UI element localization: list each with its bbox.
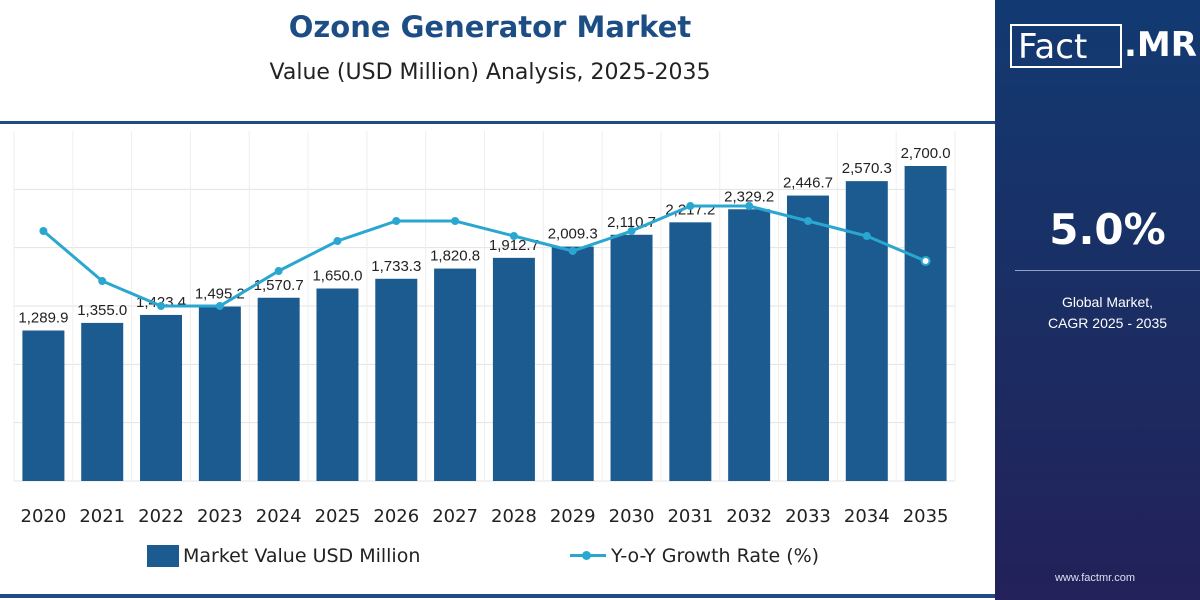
- growth-point: [333, 237, 342, 245]
- growth-point: [920, 256, 931, 266]
- growth-point: [451, 217, 460, 225]
- bar: [198, 306, 241, 481]
- growth-point: [215, 302, 224, 310]
- x-tick-label: 2032: [726, 506, 772, 527]
- factmr-logo: Fact .MR: [1010, 24, 1200, 72]
- x-tick-label: 2021: [79, 506, 125, 527]
- bar-value-label: 1,355.0: [77, 302, 127, 319]
- chart-title: Ozone Generator Market: [288, 10, 692, 44]
- bar-value-label: 2,700.0: [901, 145, 951, 162]
- x-tick-label: 2026: [373, 506, 419, 527]
- cagr-divider: [1015, 270, 1200, 271]
- legend-line-marker: [582, 551, 591, 560]
- x-tick-label: 2030: [609, 506, 655, 527]
- growth-point: [568, 247, 577, 255]
- x-tick-label: 2031: [667, 506, 713, 527]
- x-tick-label: 2029: [550, 506, 596, 527]
- bar: [81, 322, 124, 481]
- cagr-value: 5.0%: [1049, 205, 1166, 254]
- cagr-label-line2: CAGR 2025 - 2035: [1047, 315, 1168, 331]
- growth-point: [803, 217, 812, 225]
- growth-point: [509, 232, 518, 240]
- bar: [669, 222, 712, 481]
- x-tick-label: 2033: [785, 506, 831, 527]
- bar-value-label: 2,329.2: [724, 188, 774, 205]
- legend-bar-label: Market Value USD Million: [183, 545, 421, 567]
- growth-line: [42, 204, 927, 308]
- bar: [728, 209, 771, 481]
- x-tick-label: 2023: [197, 506, 243, 527]
- bar: [257, 297, 300, 481]
- cagr-label: Global Market, CAGR 2025 - 2035: [995, 292, 1200, 334]
- logo-mr-text: .MR: [1124, 25, 1197, 65]
- bar-value-label: 1,820.8: [430, 248, 480, 265]
- x-tick-label: 2024: [256, 506, 302, 527]
- bar: [492, 257, 535, 481]
- x-tick-label: 2022: [138, 506, 184, 527]
- bar: [610, 234, 653, 481]
- bar: [434, 268, 477, 481]
- bar: [845, 181, 888, 482]
- header-divider: [0, 121, 995, 124]
- logo-fact-text: Fact: [1018, 27, 1088, 67]
- legend-line-label: Y-o-Y Growth Rate (%): [611, 545, 820, 567]
- bar: [786, 195, 829, 481]
- bar: [22, 330, 65, 481]
- chart-subtitle: Value (USD Million) Analysis, 2025-2035: [269, 60, 711, 85]
- growth-point: [686, 202, 695, 210]
- bar-value-label: 1,912.7: [489, 237, 539, 254]
- x-tick-label: 2028: [491, 506, 537, 527]
- bar: [316, 288, 359, 481]
- growth-point: [862, 232, 871, 240]
- bar: [551, 246, 594, 481]
- growth-point: [157, 302, 166, 310]
- growth-point: [392, 217, 401, 225]
- cagr-label-line1: Global Market,: [1061, 294, 1154, 310]
- x-tick-label: 2020: [21, 506, 67, 527]
- bar-value-label: 1,650.0: [312, 268, 362, 285]
- footer-divider: [0, 594, 995, 598]
- bar: [904, 166, 947, 481]
- website-link[interactable]: www.factmr.com: [1054, 572, 1136, 584]
- side-panel: Fact .MR 5.0% Global Market, CAGR 2025 -…: [995, 0, 1200, 600]
- x-tick-label: 2034: [844, 506, 890, 527]
- logo-frame: Fact: [1010, 24, 1122, 68]
- x-tick-label: 2027: [432, 506, 478, 527]
- growth-point: [39, 227, 48, 235]
- bar-value-label: 2,446.7: [783, 175, 833, 192]
- x-tick-label: 2025: [315, 506, 361, 527]
- legend-bar-swatch: [147, 545, 179, 567]
- bar: [140, 314, 183, 481]
- chart-plot: 1,289.920201,355.020211,423.420221,495.2…: [13, 131, 956, 527]
- bar-value-label: 1,733.3: [371, 258, 421, 275]
- x-tick-label: 2035: [903, 506, 949, 527]
- bar-value-label: 2,009.3: [548, 226, 598, 243]
- growth-point: [627, 227, 636, 235]
- legend-line-swatch: [570, 551, 606, 560]
- growth-point: [274, 267, 283, 275]
- growth-point: [98, 277, 107, 285]
- bar-value-label: 1,570.7: [254, 277, 304, 294]
- growth-point: [745, 202, 754, 210]
- bar: [375, 278, 418, 481]
- bar-value-label: 1,289.9: [18, 310, 68, 327]
- bar-value-label: 2,570.3: [842, 160, 892, 177]
